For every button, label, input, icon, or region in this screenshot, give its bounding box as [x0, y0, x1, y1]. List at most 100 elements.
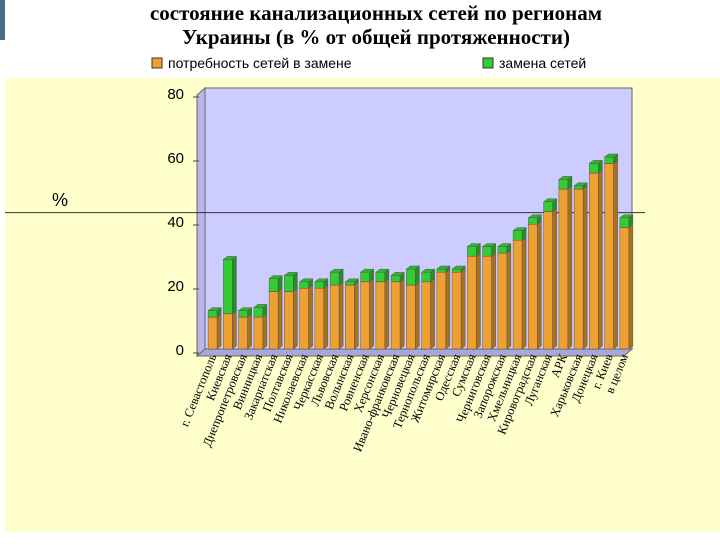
bar-front [512, 230, 523, 241]
bar-segment [481, 252, 497, 350]
bar-front [589, 172, 599, 350]
bar-front [223, 259, 233, 315]
bar-front [390, 275, 401, 283]
bar-segment [207, 313, 222, 350]
bar-front [604, 156, 614, 164]
bar-segment [375, 278, 390, 350]
bar-front [451, 268, 462, 273]
bar-top [344, 278, 360, 283]
bar-front [589, 163, 599, 174]
bar-segment [436, 265, 451, 273]
bar-segment [588, 169, 604, 350]
bar-side [476, 252, 481, 350]
bar-side [308, 284, 313, 350]
bar-front [360, 281, 370, 350]
bar-side [354, 281, 359, 350]
bar-top [359, 268, 375, 273]
bar-front [329, 271, 340, 286]
bar-front [345, 284, 355, 350]
bar-segment [237, 313, 253, 350]
bar-side [552, 207, 557, 350]
bar-side [491, 252, 496, 350]
bar-segment [542, 207, 558, 350]
bar-side [338, 281, 344, 350]
bar-front [482, 255, 492, 350]
bar-segment [497, 249, 512, 350]
legend-label: замена сетей [499, 55, 586, 71]
bar-segment [298, 278, 314, 289]
bar-side [521, 236, 527, 350]
bar-front [253, 307, 264, 318]
bar-front [497, 252, 508, 350]
bar-front [299, 287, 309, 350]
bar-segment [222, 255, 238, 315]
bar-segment [603, 153, 619, 164]
bar-front [314, 287, 325, 350]
bar-segment [253, 313, 268, 350]
bar-front [512, 239, 523, 350]
bar-segment [314, 278, 329, 289]
legend-swatch [482, 57, 494, 69]
bar-side [582, 185, 588, 350]
bar-front [558, 188, 569, 350]
legend [140, 53, 640, 73]
y-tick-label: 20 [167, 278, 184, 295]
bar-segment [619, 214, 634, 228]
bar-segment [344, 281, 360, 350]
bar-segment [237, 307, 253, 318]
bar-front [223, 313, 233, 350]
bar-side [430, 278, 435, 350]
bar-front [345, 281, 355, 286]
y-tick-label: 60 [167, 150, 184, 167]
bar-top [558, 176, 573, 180]
bar-front [314, 281, 325, 289]
bar-side [247, 313, 252, 350]
bar-top [603, 153, 619, 158]
legend-swatch [151, 57, 163, 69]
bar-front [558, 179, 569, 190]
bar-side [598, 169, 603, 350]
bar-side [293, 287, 298, 350]
bar-front [604, 163, 614, 350]
bar-front [528, 217, 538, 225]
bar-top [283, 272, 299, 276]
bar-front [375, 281, 386, 350]
y-axis-label: % [52, 190, 68, 210]
bar-front [268, 291, 279, 350]
bar-segment [512, 236, 527, 350]
bar-front [238, 316, 248, 350]
bar-side [415, 281, 420, 350]
bar-front [573, 185, 584, 190]
bar-segment [207, 307, 222, 318]
bar-segment [405, 281, 421, 350]
bar-segment [405, 265, 421, 286]
bar-side [613, 159, 618, 350]
bar-segment [558, 175, 573, 190]
slide-accent [0, 0, 5, 40]
bar-front [299, 281, 309, 289]
bar-front [573, 188, 584, 350]
bar-front [284, 275, 294, 292]
bar-segment [298, 284, 314, 350]
bar-front [284, 291, 294, 350]
bar-top [329, 268, 344, 273]
bar-top [512, 227, 527, 231]
bar-front [238, 310, 248, 318]
bar-top [542, 198, 558, 203]
bar-segment [481, 243, 497, 257]
bar-top [573, 182, 588, 187]
bar-front [436, 268, 447, 273]
bar-segment [527, 214, 543, 225]
bar-segment [329, 281, 344, 350]
bar-segment [588, 159, 604, 174]
bar-top [237, 307, 253, 311]
bar-front [207, 310, 218, 318]
bar-segment [451, 268, 466, 350]
bar-side [384, 278, 390, 350]
bar-top [481, 243, 497, 247]
bar-segment [222, 310, 238, 350]
bar-segment [573, 182, 588, 190]
bar-side [323, 284, 329, 350]
bar-front [451, 271, 462, 350]
bar-front [543, 201, 553, 212]
